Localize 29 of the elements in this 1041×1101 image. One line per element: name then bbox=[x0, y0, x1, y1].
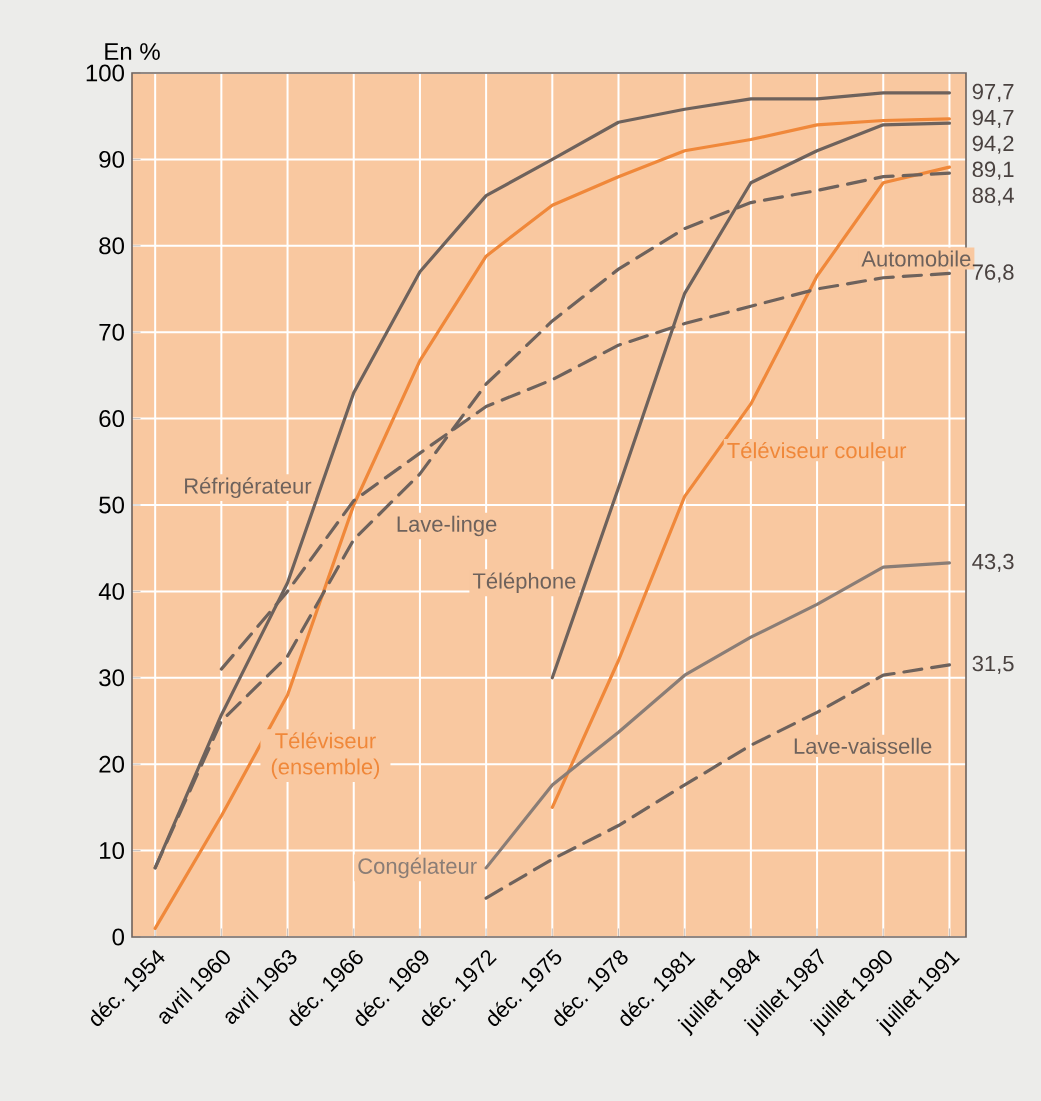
y-tick-label: 10 bbox=[100, 842, 124, 860]
line-series bbox=[484, 663, 952, 900]
y-tick-label: 70 bbox=[99, 323, 124, 341]
y-tick-label: 30 bbox=[99, 669, 124, 687]
series-label: Téléphone bbox=[472, 572, 576, 594]
data-label: 89,1 bbox=[972, 161, 1014, 180]
data-label: 97,7 bbox=[972, 83, 1014, 102]
y-tick-label: 40 bbox=[98, 582, 124, 600]
y-tick-label: 80 bbox=[99, 237, 124, 255]
data-label: 31,5 bbox=[972, 655, 1014, 674]
series-label: Téléviseur couleur bbox=[727, 441, 907, 459]
series-label: Lave-vaisselle bbox=[794, 737, 932, 754]
series-label: Congélateur bbox=[358, 857, 477, 879]
y-tick-label: 50 bbox=[99, 496, 124, 514]
data-label: 88,4 bbox=[972, 187, 1014, 206]
y-tick-label: 90 bbox=[99, 150, 124, 168]
data-label: 94,7 bbox=[972, 109, 1014, 128]
y-tick-label: 60 bbox=[99, 410, 124, 428]
series-label: Téléviseur (ensemble) bbox=[271, 732, 380, 779]
y-axis-title: En % bbox=[105, 43, 160, 60]
series-label: Automobile bbox=[861, 250, 971, 267]
series-label: Réfrigérateur bbox=[185, 477, 312, 499]
y-tick-label: 100 bbox=[86, 64, 124, 82]
data-label: 76,8 bbox=[972, 264, 1014, 283]
series-label: Lave-linge bbox=[397, 515, 497, 537]
y-tick-label: 20 bbox=[99, 755, 124, 773]
y-tick-label: 0 bbox=[112, 928, 125, 946]
data-label: 94,2 bbox=[972, 135, 1014, 154]
data-label: 43,3 bbox=[972, 553, 1014, 572]
